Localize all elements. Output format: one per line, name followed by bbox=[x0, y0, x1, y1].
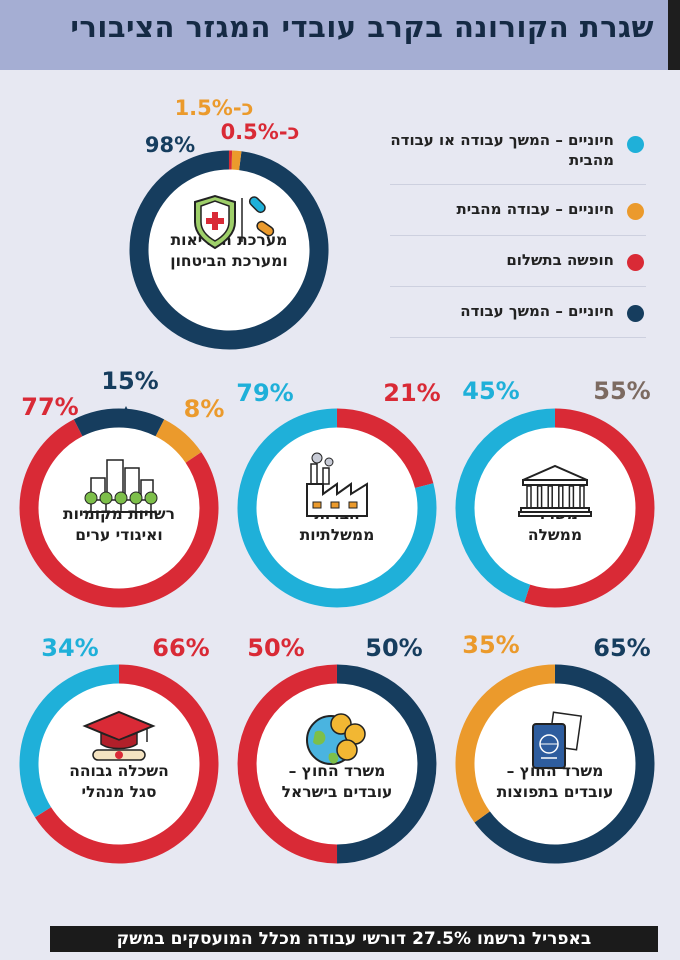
slice-label-1: 98% bbox=[145, 133, 195, 157]
slice-label-2: 50% bbox=[247, 634, 304, 662]
health-shield-pills-icon bbox=[194, 194, 275, 250]
donut-slice-1 bbox=[336, 664, 437, 864]
donut-slice-2 bbox=[231, 150, 242, 171]
slice-label-2: 34% bbox=[41, 634, 98, 662]
chart-title-line-2: ואיגודי ערים bbox=[75, 526, 163, 544]
slice-label-1: 55% bbox=[593, 377, 650, 405]
donut-center bbox=[38, 683, 200, 845]
chart-title-line-1: משרד החוץ – bbox=[507, 762, 604, 780]
donut-slice-1 bbox=[155, 419, 202, 464]
donut-chart-4: 8% 77% 15% רשויות מקומיות ואיגודי ערים bbox=[19, 367, 225, 608]
slice-label-2: 79% bbox=[236, 379, 293, 407]
donut-slice-1 bbox=[35, 664, 219, 864]
slice-tick bbox=[123, 406, 129, 412]
passport-icon bbox=[532, 711, 583, 769]
chart-title-line-2: ומערכת הביטחון bbox=[170, 252, 287, 270]
chart-title-line-2: עובדים בתפוצות bbox=[497, 783, 614, 801]
slice-label-1: 66% bbox=[152, 634, 209, 662]
donut-chart-2: 55%45%משרדיממשלה bbox=[455, 377, 655, 608]
header-edge bbox=[668, 0, 680, 70]
chart-title-line-2: עובדים בישראל bbox=[282, 783, 393, 801]
slice-label-3: 15% bbox=[101, 367, 158, 395]
legend-dot-cyan bbox=[627, 136, 644, 153]
slice-label-2: 77% bbox=[21, 393, 78, 421]
legend-item-red: חופשה בתשלום bbox=[390, 236, 646, 287]
page-title: שגרת הקורונה בקרב עובדי המגזר הציבורי bbox=[70, 10, 654, 44]
donut-slice-2 bbox=[19, 419, 219, 608]
city-icon bbox=[83, 459, 158, 513]
donut-slice-2 bbox=[455, 664, 556, 823]
globe-coins-icon bbox=[306, 713, 366, 765]
header-bar bbox=[0, 0, 668, 70]
donut-slice-2 bbox=[455, 408, 556, 603]
legend-dot-orange bbox=[627, 203, 644, 220]
chart-title-line-1: משרד החוץ – bbox=[289, 762, 386, 780]
legend-label-cyan: חיוניים – המשך עבודה או עבודה מהבית bbox=[390, 131, 614, 169]
legend-item-cyan: חיוניים – המשך עבודה או עבודה מהבית bbox=[390, 118, 646, 185]
legend-label-red: חופשה בתשלום bbox=[506, 251, 614, 269]
donut-slice-2 bbox=[19, 664, 120, 818]
chart-title-line-2: סגל מנהלי bbox=[81, 783, 156, 801]
donut-center bbox=[38, 427, 200, 589]
legend: חיוניים – המשך עבודה או עבודה מהבית חיונ… bbox=[390, 118, 646, 338]
donut-slice-1 bbox=[524, 408, 655, 608]
slice-label-1: 65% bbox=[593, 634, 650, 662]
government-building-icon bbox=[518, 464, 592, 517]
slice-label-1: 50% bbox=[365, 634, 422, 662]
donut-slice-1 bbox=[336, 408, 434, 489]
slice-label-2: 45% bbox=[462, 377, 519, 405]
footer-banner: באפריל נרשמו 27.5% דורשי עבודה מכלל המוע… bbox=[50, 926, 658, 952]
donut-slice-1 bbox=[129, 150, 329, 350]
legend-item-orange: חיוניים – עבודה מהבית bbox=[390, 185, 646, 236]
graduation-cap-icon bbox=[82, 710, 156, 761]
donut-center bbox=[148, 169, 310, 331]
slice-label-2: 35% bbox=[462, 631, 519, 659]
donut-chart-3: 21%79%חברותממשלתיות bbox=[236, 379, 441, 608]
slice-label-3: כ-0.5% bbox=[221, 120, 300, 144]
legend-item-navy: חיוניים – המשך עבודה bbox=[390, 287, 646, 338]
slice-label-2: כ-1.5% bbox=[175, 96, 254, 120]
slice-label-1: 21% bbox=[383, 379, 440, 407]
chart-title-line-1: רשויות מקומיות bbox=[63, 505, 175, 523]
legend-label-navy: חיוניים – המשך עבודה bbox=[460, 302, 614, 320]
legend-label-orange: חיוניים – עבודה מהבית bbox=[456, 200, 615, 218]
donut-slice-3 bbox=[73, 408, 165, 437]
donut-slice-2 bbox=[237, 408, 437, 608]
slice-label-1: 8% bbox=[184, 395, 225, 423]
donut-slice-1 bbox=[474, 664, 655, 864]
chart-title-line-2: ממשלה bbox=[528, 526, 582, 544]
donut-slice-2 bbox=[237, 664, 338, 864]
chart-title-line-1: השכלה גבוהה bbox=[69, 762, 169, 780]
factory-icon bbox=[306, 452, 368, 517]
legend-dot-red bbox=[627, 254, 644, 271]
legend-dot-navy bbox=[627, 305, 644, 322]
donut-chart-7: 66% 34% השכלה גבוהה סגל מנהלי bbox=[19, 634, 219, 864]
chart-title-line-2: ממשלתיות bbox=[300, 526, 375, 544]
